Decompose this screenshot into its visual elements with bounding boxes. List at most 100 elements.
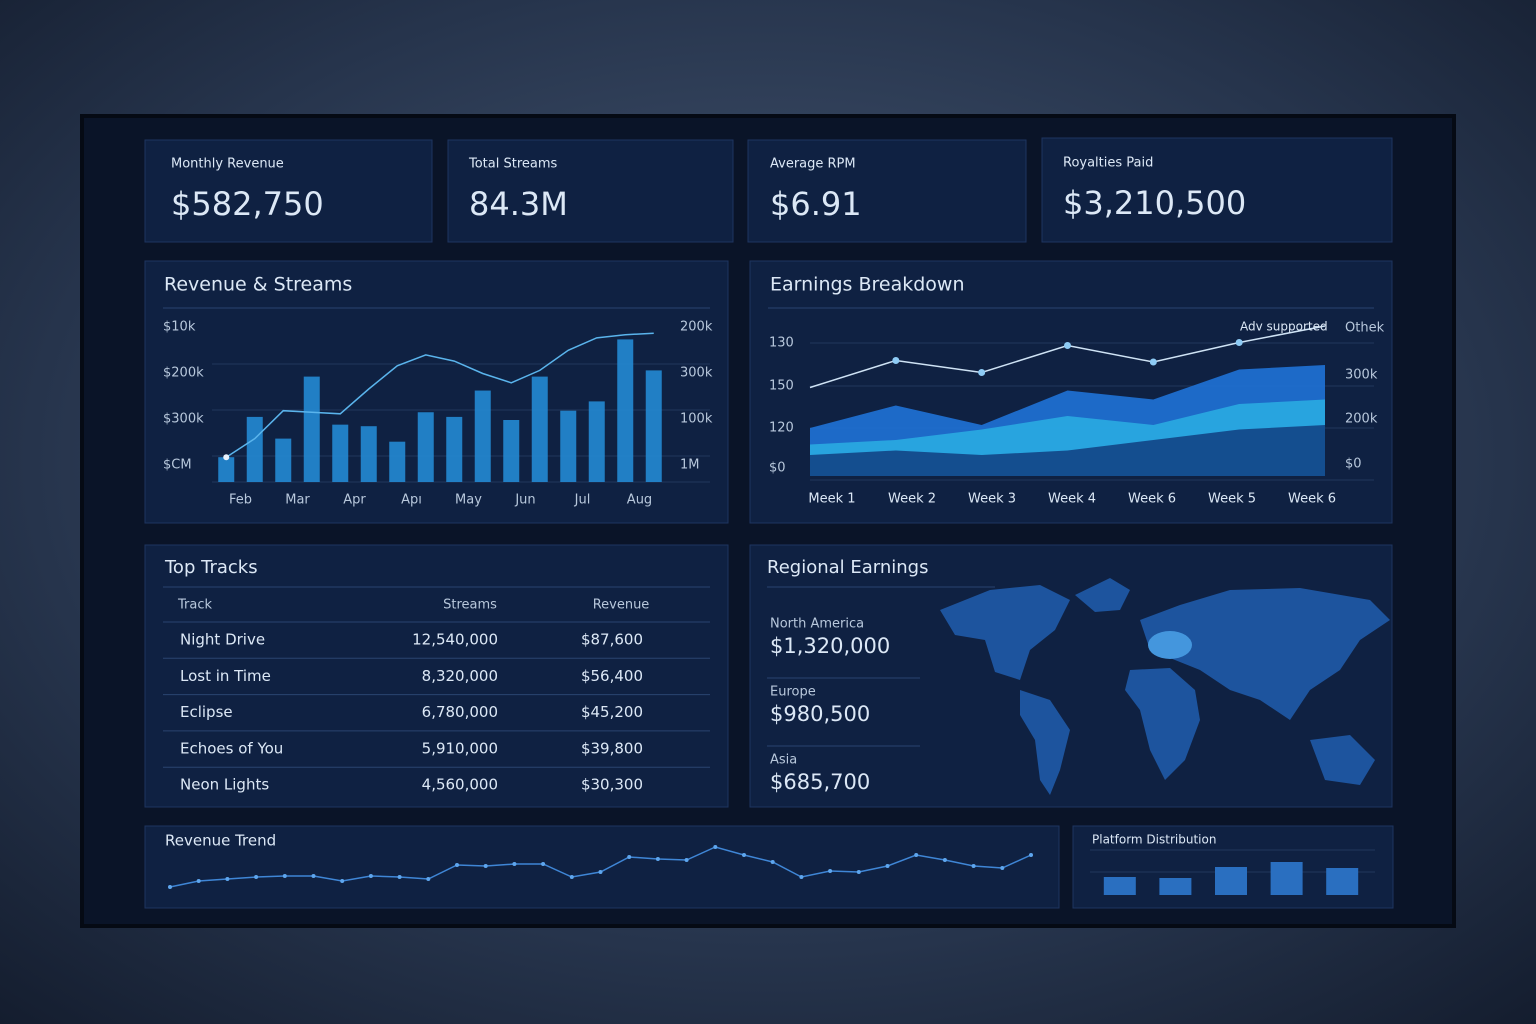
bar: [588, 401, 605, 482]
table-header: Track: [177, 598, 212, 613]
line-point: [368, 874, 373, 878]
line-point: [655, 857, 660, 861]
kpi-value: 84.3M: [469, 185, 568, 223]
x-tick-label: May: [455, 493, 482, 508]
x-tick-label: Apr: [343, 493, 366, 508]
x-tick-label: Week 3: [968, 492, 1016, 507]
kpi-value: $582,750: [171, 185, 324, 223]
map-shape: [940, 585, 1070, 680]
line-point: [770, 860, 775, 864]
map-shape: [1310, 735, 1375, 785]
line-point: [627, 855, 632, 859]
kpi-card: [447, 139, 734, 243]
bar: [303, 376, 320, 482]
x-tick-label: Jul: [574, 493, 591, 508]
line-point: [569, 875, 574, 879]
line-point: [856, 870, 861, 874]
bar: [360, 426, 377, 482]
kpi-card: [1041, 137, 1393, 243]
table-cell: $87,600: [581, 631, 643, 649]
legend-label: Adv supported: [1240, 320, 1328, 334]
map-shape: [1075, 578, 1130, 612]
line-point: [168, 885, 172, 889]
y2-axis-label: 1M: [680, 458, 700, 473]
line-point: [254, 875, 259, 879]
x-tick-label: Mar: [285, 493, 310, 508]
kpi-card: [747, 139, 1027, 243]
table-header: Streams: [443, 598, 497, 613]
x-tick-label: Meek 1: [808, 492, 855, 507]
bar: [503, 420, 520, 482]
line-point: [1149, 358, 1157, 366]
line-point: [885, 864, 890, 868]
chart-title: Earnings Breakdown: [770, 274, 965, 296]
bar: [474, 390, 491, 482]
line-point: [426, 877, 431, 881]
bar: [332, 424, 349, 482]
line-point: [340, 879, 345, 883]
bar: [218, 457, 235, 482]
y2-axis-label: 300k: [1345, 368, 1378, 383]
line-point: [799, 875, 804, 879]
x-tick-label: Week 6: [1288, 492, 1336, 507]
table-cell: Night Drive: [180, 631, 265, 649]
kpi-value: $3,210,500: [1063, 184, 1246, 222]
region-value: $685,700: [770, 770, 870, 794]
line-point: [196, 879, 201, 883]
line-point: [223, 454, 230, 461]
chart-title: Revenue Trend: [165, 832, 276, 850]
line-point: [713, 845, 718, 849]
line-point: [1064, 342, 1071, 349]
line-point: [397, 875, 402, 879]
line-point: [282, 874, 287, 878]
line-point: [483, 864, 488, 868]
line-point: [828, 869, 833, 873]
table-cell: Eclipse: [180, 703, 233, 721]
x-tick-label: Week 2: [888, 492, 936, 507]
line-point: [455, 863, 459, 867]
table-title: Top Tracks: [164, 557, 258, 578]
x-tick-label: Feb: [229, 493, 252, 508]
region-label: Europe: [770, 685, 816, 700]
table-cell: 5,910,000: [422, 739, 498, 757]
bar: [1159, 878, 1192, 895]
table-cell: 6,780,000: [422, 703, 498, 721]
y-axis-label: $CM: [163, 458, 192, 473]
y-axis-label: 150: [769, 379, 794, 394]
y2-axis-label: 200k: [1345, 412, 1378, 427]
table-cell: $56,400: [581, 667, 643, 685]
kpi-label: Royalties Paid: [1063, 156, 1153, 171]
region-label: North America: [770, 617, 864, 632]
y-axis-label: $300k: [163, 412, 204, 427]
line-point: [742, 853, 746, 857]
table-cell: $39,800: [581, 739, 643, 757]
chart-panel: [144, 260, 729, 524]
y-axis-label: $200k: [163, 366, 204, 381]
bar: [1103, 877, 1136, 895]
y2-axis-label: 300k: [680, 366, 713, 381]
line-point: [892, 357, 900, 364]
region-label: Asia: [770, 753, 797, 768]
table-cell: 4,560,000: [422, 776, 498, 794]
bar: [246, 416, 263, 482]
line-point: [541, 862, 546, 866]
line-point: [1235, 339, 1243, 346]
kpi-label: Monthly Revenue: [171, 157, 284, 172]
bar: [389, 441, 406, 482]
table-cell: $45,200: [581, 703, 643, 721]
chart-title: Platform Distribution: [1092, 833, 1216, 847]
line-point: [311, 874, 316, 878]
bar: [531, 376, 548, 482]
line-point: [512, 862, 517, 866]
bar: [1326, 868, 1359, 895]
region-value: $1,320,000: [770, 634, 890, 658]
table-panel: [144, 544, 729, 808]
region-value: $980,500: [770, 702, 870, 726]
map-shape: [1125, 668, 1200, 780]
map-shape: [1140, 588, 1390, 720]
table-cell: 12,540,000: [412, 631, 498, 649]
bar: [275, 438, 292, 482]
bar: [560, 410, 577, 482]
y-axis-label: $0: [769, 461, 786, 476]
